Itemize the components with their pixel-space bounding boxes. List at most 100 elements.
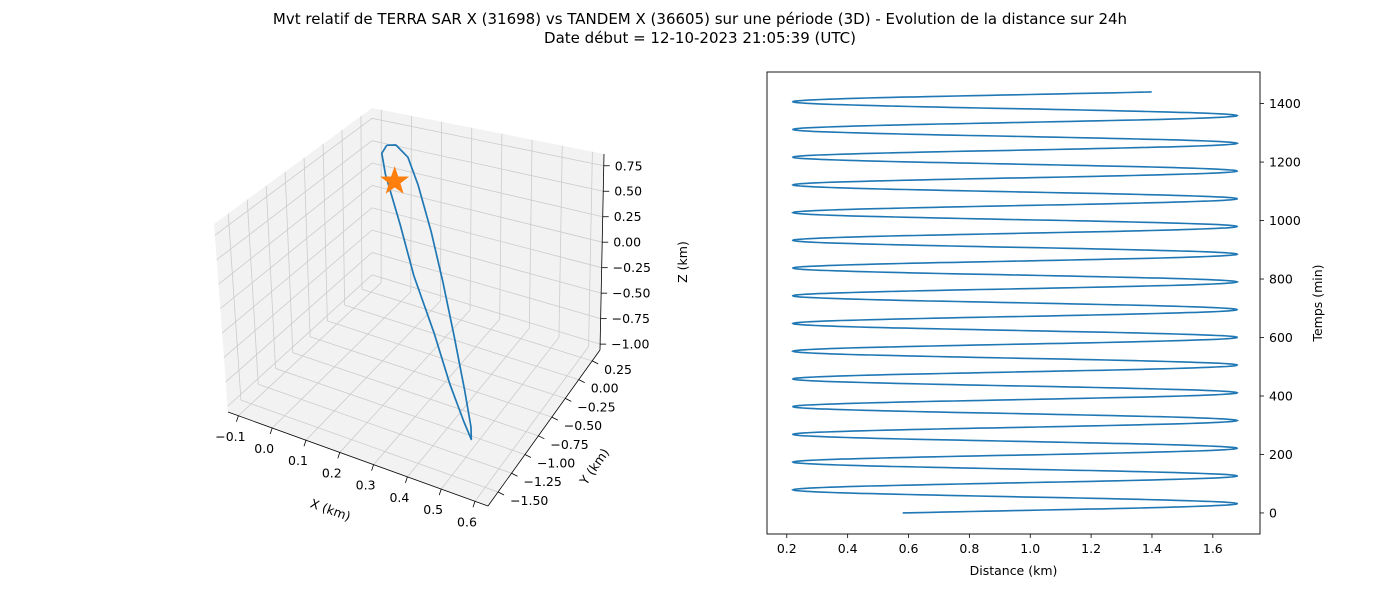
grid-line-z-left <box>223 229 373 358</box>
y-tick-mark <box>538 435 545 440</box>
y-tick-label: 1200 <box>1269 155 1301 170</box>
grid-line-x-bottom <box>440 337 560 490</box>
grid-line-y-bottom <box>275 368 526 455</box>
grid-line-z-left <box>225 252 373 383</box>
grid-line-y-bottom <box>292 352 539 437</box>
grid-line-z-back <box>371 185 603 243</box>
x-axis-label: X (km) <box>308 496 352 524</box>
grid-line-y-left <box>227 213 242 401</box>
y-tick-label: 0.25 <box>604 362 632 377</box>
grid-line-y-left <box>265 185 276 369</box>
grid-line-z-left <box>214 117 373 236</box>
grid-line-z-back <box>371 140 604 192</box>
x-axis-label: Distance (km) <box>970 563 1058 578</box>
y-tick-label: −1.00 <box>537 456 575 471</box>
distance-series-line <box>791 91 1239 514</box>
grid-line-x-bottom <box>474 346 589 502</box>
grid-line-y-left <box>303 157 311 337</box>
x-tick-mark <box>303 440 307 447</box>
grid-line-x-back <box>528 139 533 329</box>
trajectory-line <box>380 144 473 441</box>
z-axis-label: Z (km) <box>675 241 690 283</box>
x-tick-label: −0.1 <box>215 429 245 444</box>
grid-line-x-bottom <box>271 291 412 429</box>
x-tick-label: 0.6 <box>457 514 477 529</box>
y-tick-label: 400 <box>1269 388 1293 403</box>
z-tick-label: −0.75 <box>612 311 650 326</box>
y-tick-label: 0.00 <box>591 381 619 396</box>
x-axis-line <box>227 411 489 507</box>
z-tick-label: −0.50 <box>612 286 650 301</box>
y-tick-mark <box>565 398 572 402</box>
grid-line-x-bottom <box>407 328 530 478</box>
y-tick-mark <box>497 491 505 496</box>
x-tick-mark <box>236 415 239 422</box>
grid-line-z-left <box>218 162 373 285</box>
x-tick-label: 0.3 <box>356 478 376 493</box>
x-tick-label: 0.8 <box>959 541 979 556</box>
grid-line-x-bottom <box>305 300 441 441</box>
x-tick-label: 1.4 <box>1142 541 1162 556</box>
y-axis-line <box>487 349 601 507</box>
grid-line-x-back <box>558 145 563 338</box>
y-tick-label: 1400 <box>1269 96 1301 111</box>
grid-line-y-left <box>360 116 363 290</box>
grid-line-z-back <box>371 274 601 345</box>
x-tick-label: 0.4 <box>838 541 858 556</box>
grid-line-y-left <box>246 199 259 385</box>
grid-line-y-left <box>284 171 294 353</box>
y-tick-label: 200 <box>1269 447 1293 462</box>
y-tick-mark <box>578 379 585 383</box>
x-tick-label: 0.4 <box>389 490 409 505</box>
pane-left <box>214 108 372 412</box>
plot-distance: 0.2 0.4 0.6 0.8 1.0 1.2 1.4 1.6 0 200 400 600 800 100… <box>766 71 1325 578</box>
grid-line-z-left <box>220 185 373 309</box>
grid-line-y-left <box>341 130 346 306</box>
grid-line-z-back <box>371 162 603 218</box>
x-tick-mark <box>472 501 476 508</box>
plot-3d: −0.1 0.0 0.1 0.2 0.3 0.4 0.5 0.6 0.25 0.00 −0.25 −0… <box>214 108 690 529</box>
y-tick-label: 0 <box>1269 505 1277 520</box>
y-tick-label: 1000 <box>1269 213 1301 228</box>
x-tick-mark <box>438 488 442 496</box>
x-tick-label: 0.2 <box>777 541 797 556</box>
grid-line-z-back <box>371 117 604 167</box>
z-tick-label: 0.25 <box>614 209 642 224</box>
z-tick-label: −1.00 <box>611 337 649 352</box>
pane-bottom <box>228 280 600 506</box>
x-tick-label: 0.0 <box>254 441 274 456</box>
plot-frame <box>766 71 1261 535</box>
pane-back <box>372 108 604 350</box>
z-tick-label: 0.50 <box>614 184 642 199</box>
y-tick-label: 800 <box>1269 272 1293 287</box>
grid-line-x-bottom <box>339 309 471 453</box>
x-tick-label: 1.6 <box>1203 541 1223 556</box>
z-tick-label: −0.25 <box>613 260 651 275</box>
x-tick-label: 0.6 <box>899 541 919 556</box>
z-axis-line <box>599 153 605 351</box>
chart-subtitle: Date début = 12-10-2023 21:05:39 (UTC) <box>544 29 856 47</box>
x-tick-label: 0.5 <box>423 502 443 517</box>
grid-line-x-bottom <box>373 318 500 465</box>
grid-line-x-back <box>499 133 503 320</box>
x-tick-mark <box>269 427 273 435</box>
y-tick-label: 600 <box>1269 330 1293 345</box>
x-tick-label: 0.1 <box>288 453 308 468</box>
x-tick-mark <box>405 476 408 483</box>
grid-line-z-left <box>221 207 373 334</box>
chart-title: Mvt relatif de TERRA SAR X (31698) vs TA… <box>272 10 1128 28</box>
y-axis-label: Y (km) <box>576 445 612 488</box>
origin-star-marker <box>380 166 410 194</box>
y-tick-label: −0.25 <box>577 399 615 414</box>
grid-line-y-bottom <box>344 304 579 381</box>
y-tick-label: −1.50 <box>510 493 548 508</box>
grid-line-y-bottom <box>258 383 512 474</box>
grid-line-y-bottom <box>309 336 552 418</box>
x-tick-label: 1.2 <box>1081 541 1101 556</box>
x-tick-mark <box>371 464 374 471</box>
y-tick-label: −0.75 <box>550 437 588 452</box>
y-tick-mark <box>591 360 599 365</box>
grid-line-y-bottom <box>327 320 566 399</box>
grid-line-x-back <box>588 151 593 347</box>
